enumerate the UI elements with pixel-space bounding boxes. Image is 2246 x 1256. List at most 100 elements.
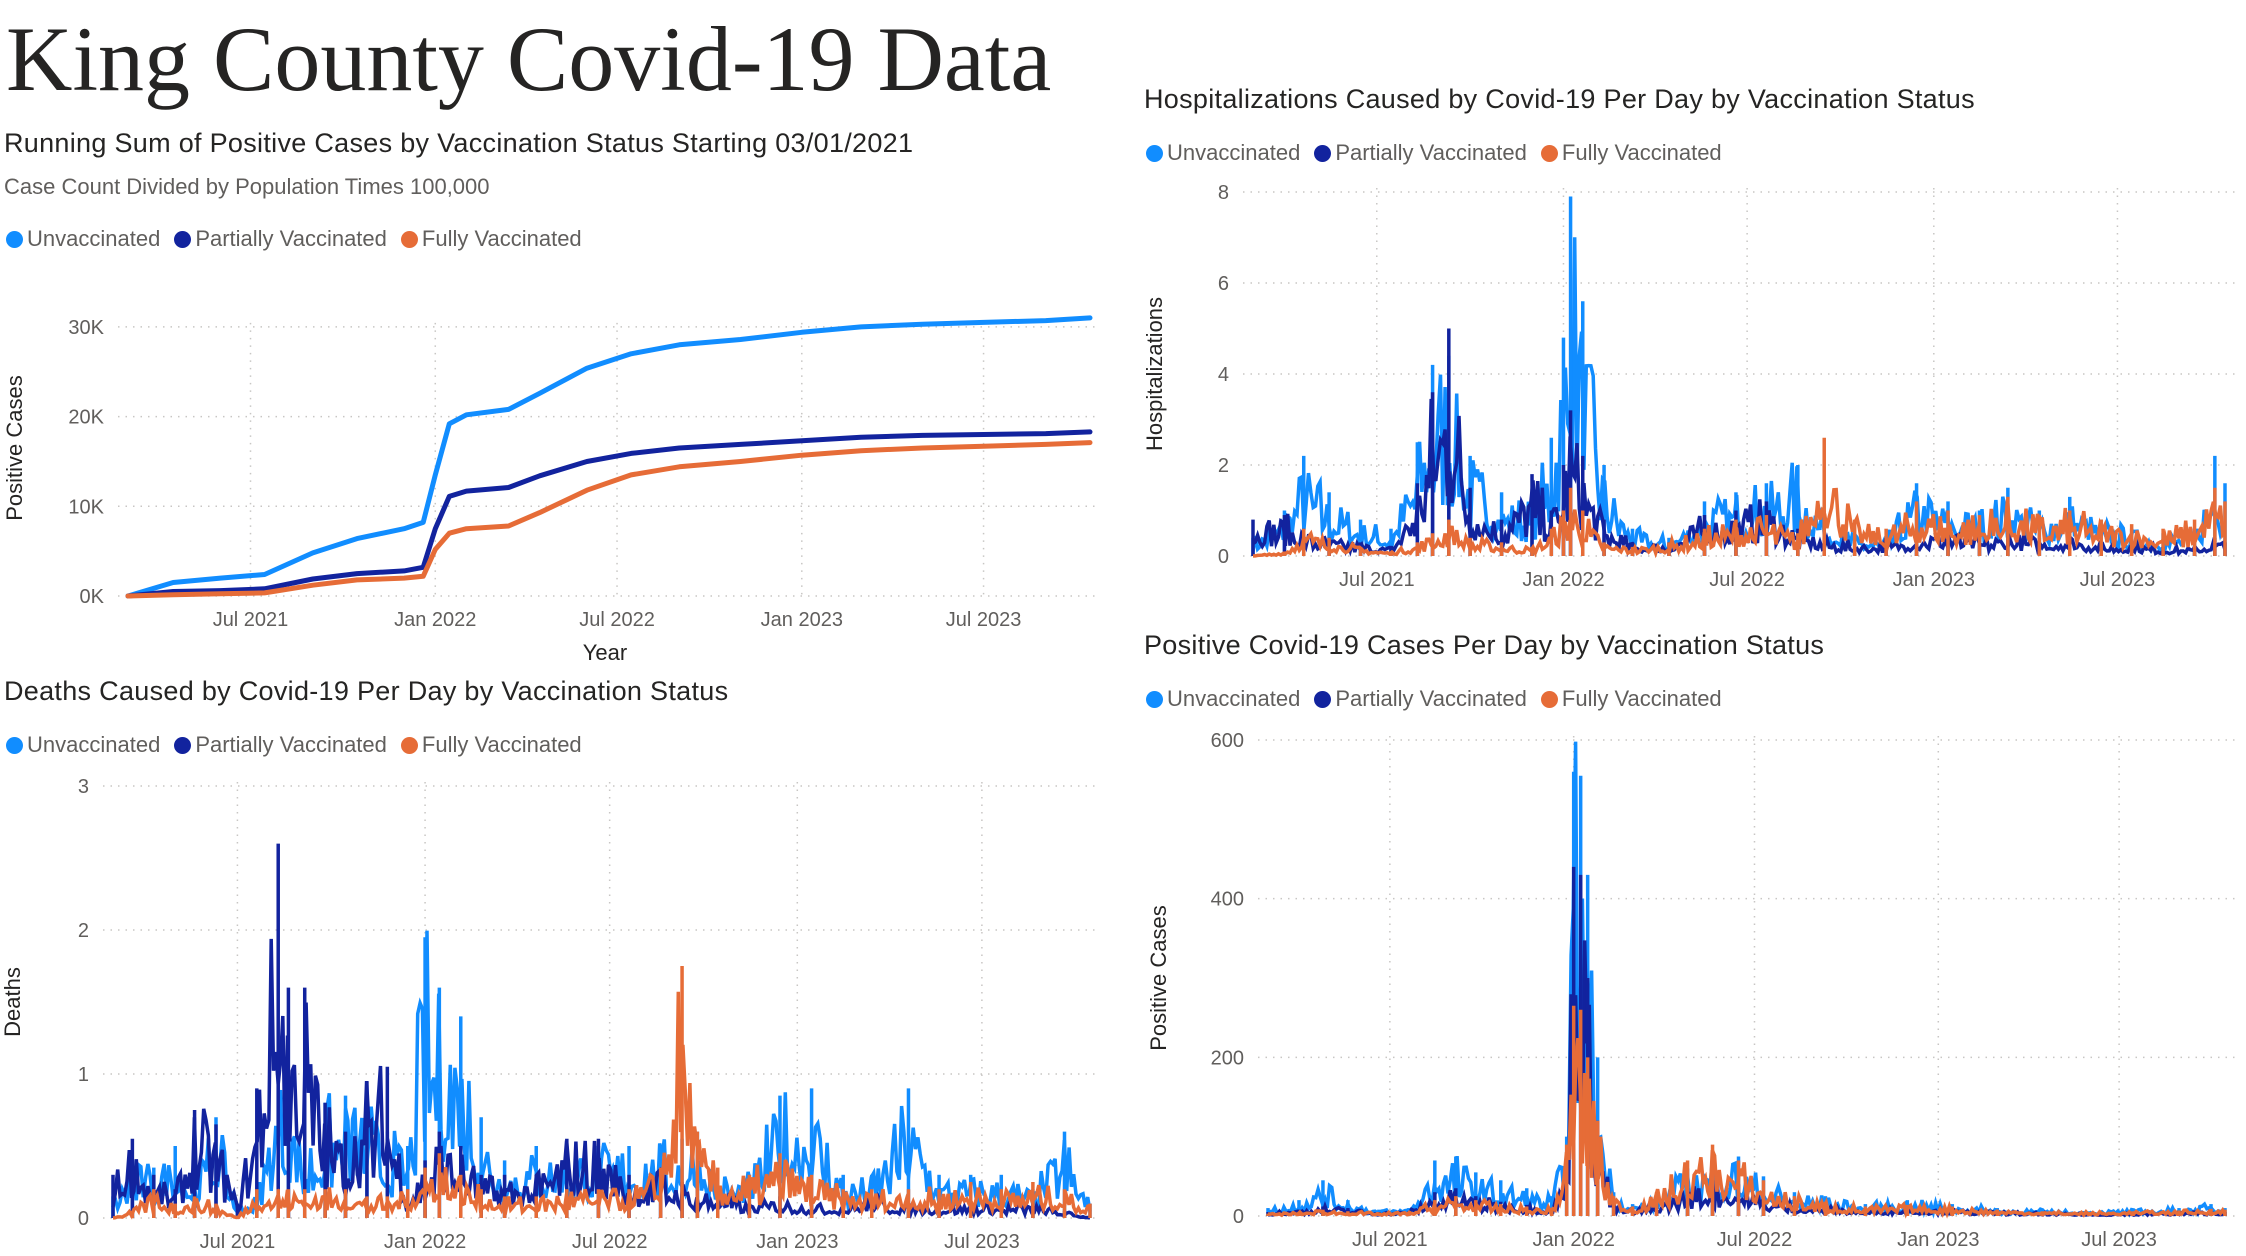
y-tick-label: 0 (78, 1208, 89, 1230)
series-line-unvaccinated (1266, 741, 2226, 1219)
legend-label: Fully Vaccinated (1561, 140, 1722, 165)
legend-item-unvaccinated[interactable]: Unvaccinated (1146, 140, 1300, 166)
chart-title-hospitalizations: Hospitalizations Caused by Covid-19 Per … (1144, 84, 1975, 114)
y-tick-label: 2 (1218, 455, 1229, 477)
x-tick-label: Jul 2023 (2081, 1229, 2157, 1251)
y-tick-label: 3 (78, 776, 89, 798)
legend-item-unvaccinated[interactable]: Unvaccinated (1146, 686, 1300, 712)
x-tick-label: Jul 2023 (946, 609, 1022, 631)
y-tick-label: 2 (78, 920, 89, 942)
legend-dot-fully-vaccinated (400, 230, 418, 248)
y-tick-label: 10K (68, 496, 104, 518)
y-tick-label: 400 (1211, 889, 1244, 911)
x-tick-label: Jan 2023 (1897, 1229, 1979, 1251)
legend-dot-fully-vaccinated (1540, 690, 1558, 708)
legend-label: Fully Vaccinated (1561, 686, 1722, 711)
y-tick-label: 30K (68, 317, 104, 339)
legend-item-fully-vaccinated[interactable]: Fully Vaccinated (400, 226, 582, 252)
deaths-chart[interactable]: 0 1 2 3 Jul 2021 Jan 2022 Jul 2022 Jan 2023 Jul … (0, 770, 1110, 1256)
x-tick-label: Jul 2021 (200, 1231, 276, 1253)
legend-dot-fully-vaccinated (400, 736, 418, 754)
x-tick-label: Jan 2023 (1893, 569, 1975, 591)
legend-running-sum: Unvaccinated Partially Vaccinated Fully … (6, 226, 596, 252)
legend-dot-unvaccinated (1146, 690, 1163, 708)
legend-item-partially-vaccinated[interactable]: Partially Vaccinated (1314, 686, 1527, 712)
legend-item-fully-vaccinated[interactable]: Fully Vaccinated (1540, 140, 1722, 166)
x-tick-label: Jul 2022 (572, 1231, 648, 1253)
series-line-fully-vaccinated (1252, 487, 2227, 559)
positive-cases-chart[interactable]: 0 200 400 600 Jul 2021 Jan 2022 Jul 2022 Jan 20… (1130, 724, 2246, 1256)
x-tick-label: Jan 2022 (1522, 569, 1604, 591)
series-line-unvaccinated (125, 315, 1093, 599)
y-axis-title: Hospitalizations (1142, 297, 1167, 451)
legend-dot-partially-vaccinated (174, 736, 192, 754)
legend-positive-cases: Unvaccinated Partially Vaccinated Fully … (1146, 686, 1736, 712)
legend-item-partially-vaccinated[interactable]: Partially Vaccinated (174, 732, 387, 758)
x-tick-label: Jan 2023 (761, 609, 843, 631)
y-axis-title: Deaths (0, 967, 25, 1037)
legend-dot-unvaccinated (6, 230, 23, 248)
legend-dot-unvaccinated (6, 736, 23, 754)
chart-title-deaths: Deaths Caused by Covid-19 Per Day by Vac… (4, 676, 729, 706)
y-tick-label: 600 (1211, 730, 1244, 752)
y-tick-label: 1 (78, 1064, 89, 1086)
legend-deaths: Unvaccinated Partially Vaccinated Fully … (6, 732, 596, 758)
series-line-fully-vaccinated (125, 440, 1093, 599)
x-tick-label: Jul 2021 (1352, 1229, 1428, 1251)
legend-item-fully-vaccinated[interactable]: Fully Vaccinated (400, 732, 582, 758)
chart-subtitle-running-sum: Case Count Divided by Population Times 1… (4, 174, 490, 199)
series-line-partially-vaccinated (111, 938, 1091, 1220)
legend-label: Unvaccinated (1167, 140, 1301, 165)
series-line-fully-vaccinated (112, 991, 1091, 1220)
y-tick-label: 8 (1218, 182, 1229, 204)
legend-dot-fully-vaccinated (1540, 144, 1558, 162)
x-tick-label: Jan 2022 (1533, 1229, 1615, 1251)
legend-label: Partially Vaccinated (195, 732, 387, 757)
y-tick-label: 6 (1218, 273, 1229, 295)
legend-label: Partially Vaccinated (195, 226, 387, 251)
legend-label: Fully Vaccinated (421, 732, 582, 757)
chart-title-positive-cases: Positive Covid-19 Cases Per Day by Vacci… (1144, 630, 1825, 660)
legend-label: Partially Vaccinated (1335, 686, 1527, 711)
legend-item-partially-vaccinated[interactable]: Partially Vaccinated (1314, 140, 1527, 166)
legend-label: Unvaccinated (1167, 686, 1301, 711)
series-line-unvaccinated (1251, 237, 2227, 554)
x-axis-title: Year (583, 640, 627, 665)
x-tick-label: Jul 2021 (1339, 569, 1415, 591)
legend-dot-partially-vaccinated (174, 230, 192, 248)
legend-label: Partially Vaccinated (1335, 140, 1527, 165)
legend-item-unvaccinated[interactable]: Unvaccinated (6, 732, 160, 758)
chart-title-running-sum: Running Sum of Positive Cases by Vaccina… (4, 128, 914, 158)
x-tick-label: Jul 2023 (944, 1231, 1020, 1253)
y-tick-label: 0 (1218, 546, 1229, 568)
series-line-partially-vaccinated (1251, 398, 2227, 558)
x-tick-label: Jul 2022 (579, 609, 655, 631)
legend-label: Fully Vaccinated (421, 226, 582, 251)
x-tick-label: Jul 2021 (213, 609, 289, 631)
legend-item-partially-vaccinated[interactable]: Partially Vaccinated (174, 226, 387, 252)
y-axis-title: Positive Cases (1146, 905, 1171, 1051)
page-title: King County Covid-19 Data (6, 8, 1052, 110)
x-tick-label: Jan 2022 (394, 609, 476, 631)
legend-hospitalizations: Unvaccinated Partially Vaccinated Fully … (1146, 140, 1736, 166)
legend-dot-partially-vaccinated (1314, 144, 1332, 162)
x-tick-label: Jul 2022 (1709, 569, 1785, 591)
y-tick-label: 0 (1233, 1206, 1244, 1228)
y-tick-label: 200 (1211, 1047, 1244, 1069)
x-tick-label: Jul 2023 (2080, 569, 2156, 591)
hospitalizations-chart[interactable]: 0 2 4 6 8 Jul 2021 Jan 2022 Jul 2022 Jan 2023 Jul… (1130, 180, 2246, 600)
legend-label: Unvaccinated (27, 226, 161, 251)
legend-label: Unvaccinated (27, 732, 161, 757)
legend-item-fully-vaccinated[interactable]: Fully Vaccinated (1540, 686, 1722, 712)
x-tick-label: Jan 2023 (756, 1231, 838, 1253)
y-tick-label: 20K (68, 407, 104, 429)
running-sum-chart[interactable]: 0K 10K 20K 30K Jul 2021 Jan 2022 Jul 2022 Jan 2… (0, 270, 1110, 670)
x-tick-label: Jul 2022 (1717, 1229, 1793, 1251)
legend-dot-partially-vaccinated (1314, 690, 1332, 708)
x-tick-label: Jan 2022 (384, 1231, 466, 1253)
series-line-partially-vaccinated (125, 429, 1093, 599)
legend-item-unvaccinated[interactable]: Unvaccinated (6, 226, 160, 252)
y-tick-label: 0K (80, 586, 105, 608)
series-line-fully-vaccinated (1267, 1037, 2227, 1219)
y-axis-title: Positive Cases (2, 375, 27, 521)
